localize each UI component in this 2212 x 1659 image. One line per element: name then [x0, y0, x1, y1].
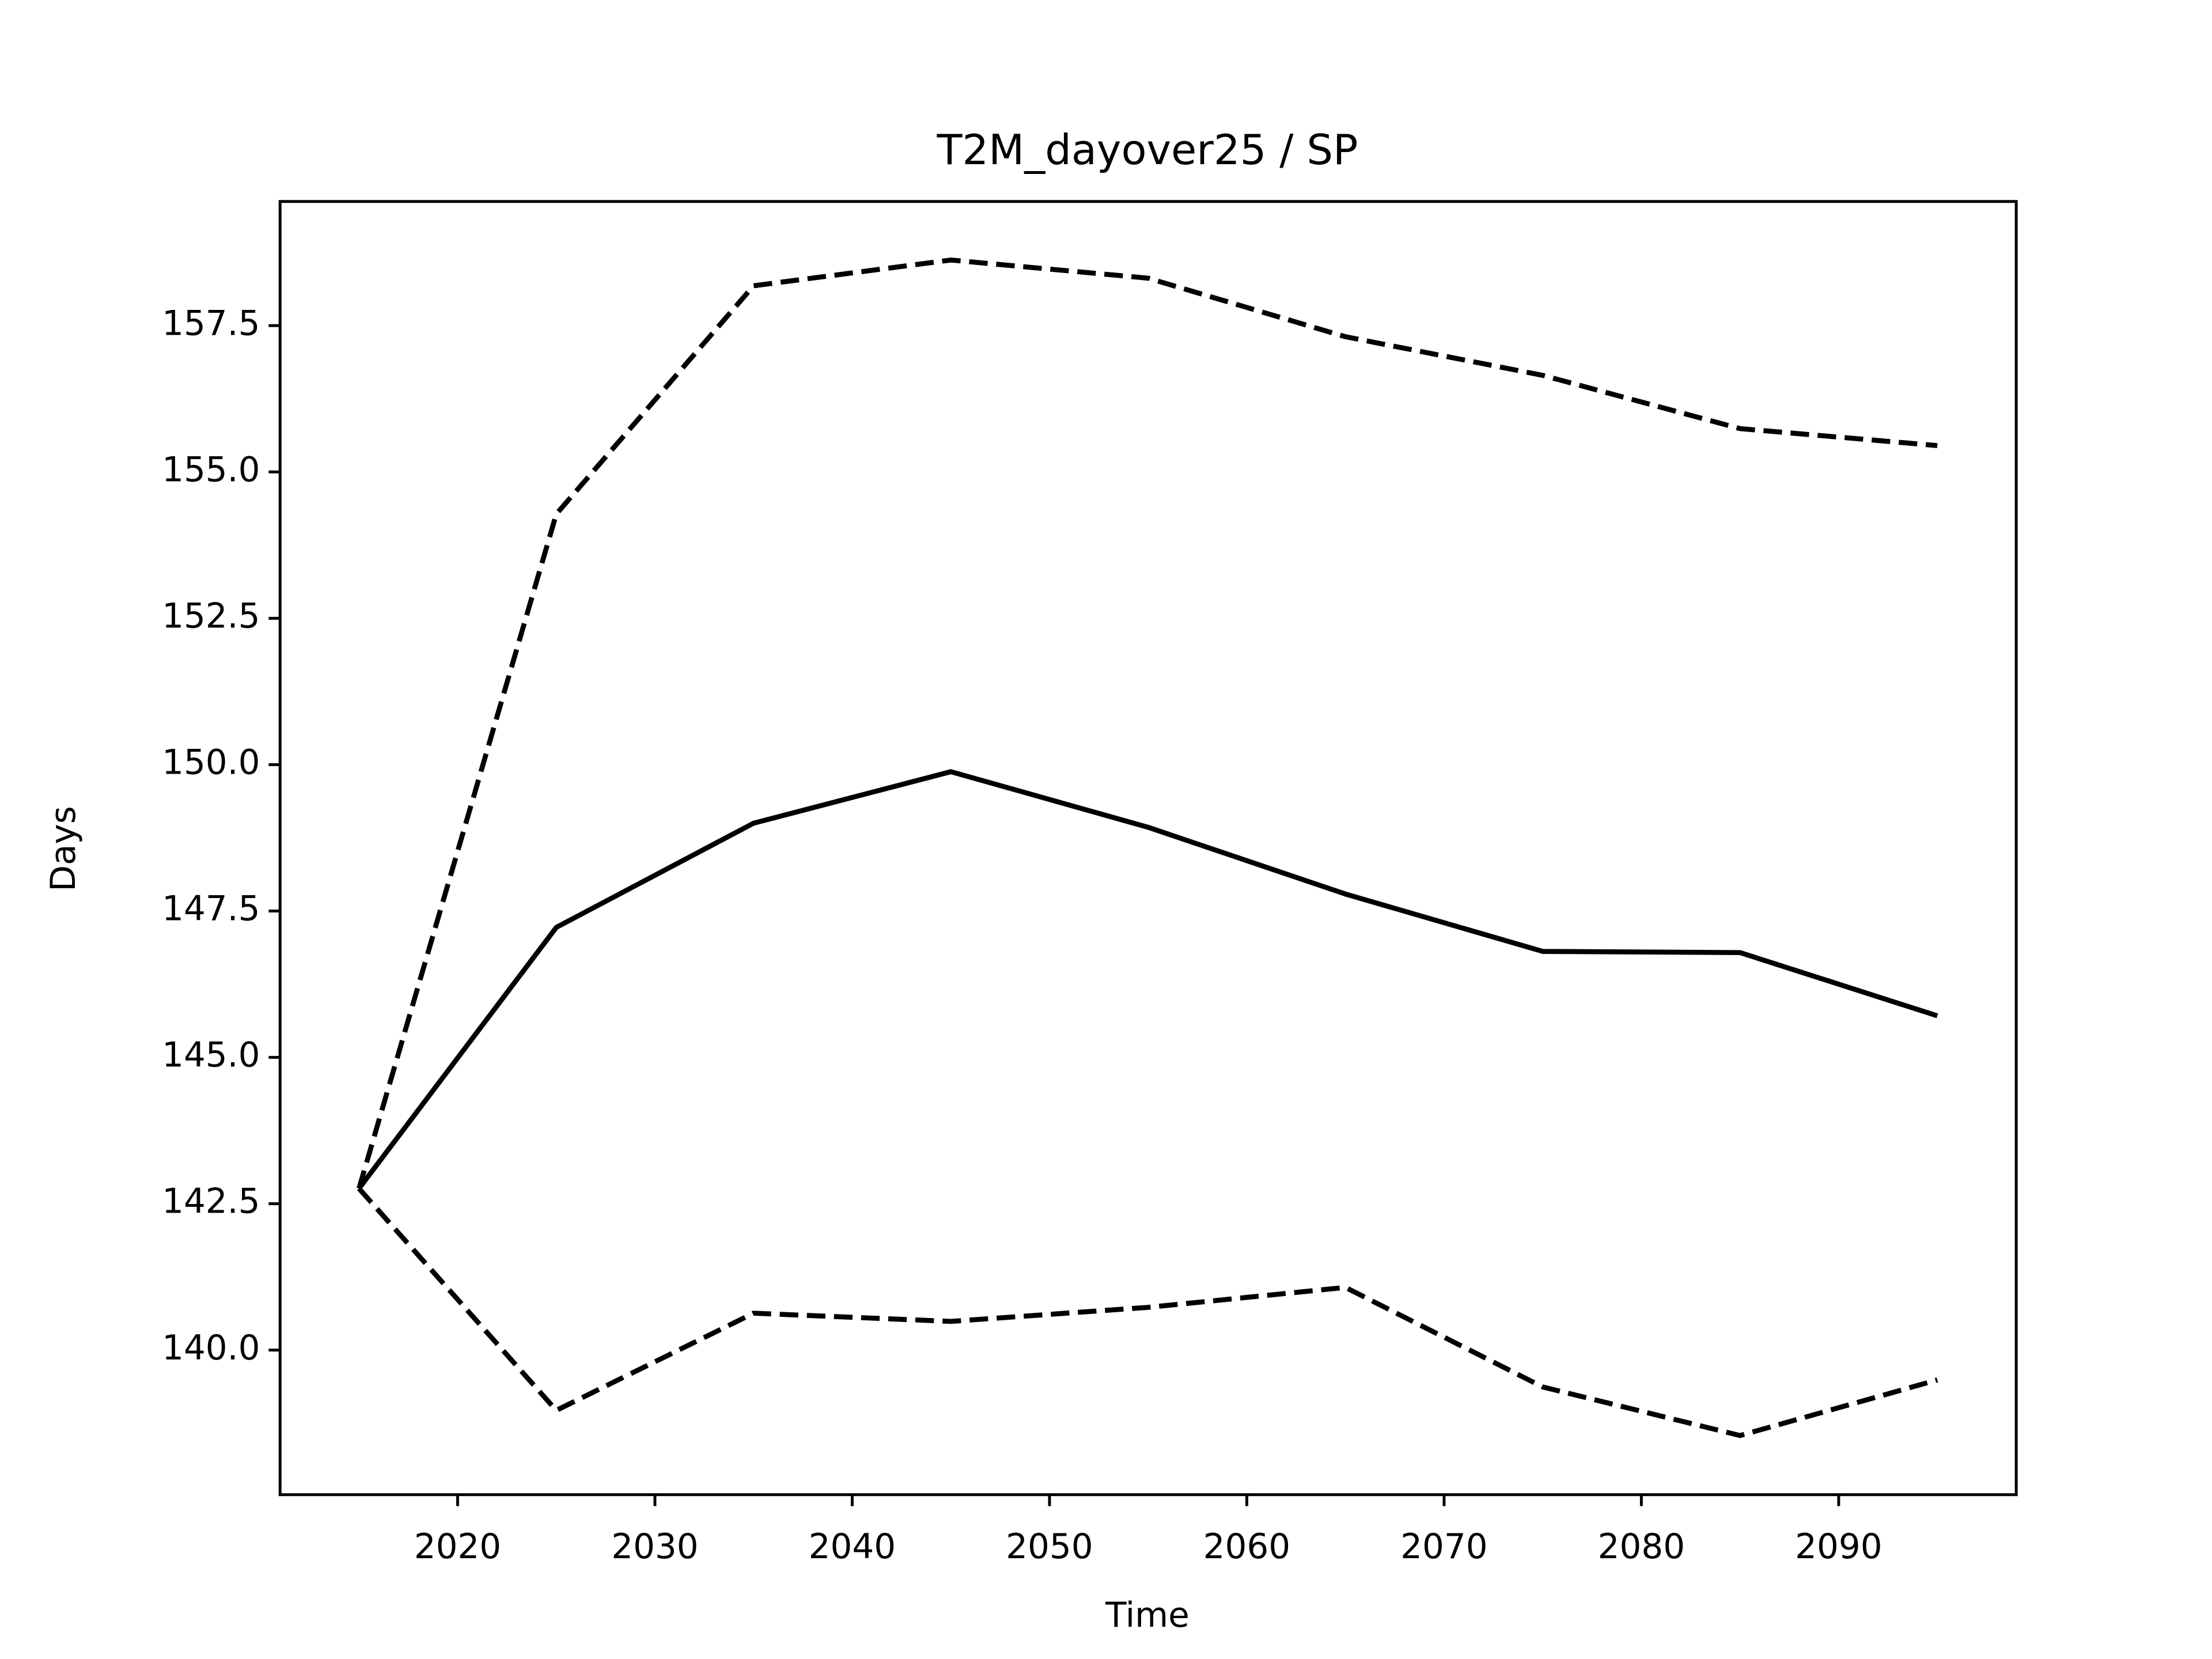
x-tick-label: 2030	[611, 1527, 698, 1567]
x-tick-label: 2020	[414, 1527, 501, 1567]
x-tick-label: 2080	[1598, 1527, 1685, 1567]
x-tick-label: 2050	[1006, 1527, 1093, 1567]
y-tick-label: 145.0	[162, 1036, 260, 1075]
x-tick-label: 2070	[1400, 1527, 1487, 1567]
x-axis-label: Time	[1105, 1596, 1190, 1635]
y-tick-label: 152.5	[162, 596, 260, 636]
plot-frame	[278, 200, 2018, 1497]
y-axis-label: Days	[44, 806, 84, 892]
line-series	[357, 769, 1938, 1190]
y-tick-label: 150.0	[162, 743, 260, 783]
y-tick-label: 147.5	[162, 889, 260, 929]
line-series	[357, 1187, 1938, 1438]
line-series	[357, 257, 1938, 1190]
x-tick-label: 2090	[1795, 1527, 1882, 1567]
x-tick-label: 2060	[1203, 1527, 1290, 1567]
y-tick-label: 142.5	[162, 1182, 260, 1222]
chart-title: T2M_dayover25 / SP	[936, 126, 1358, 174]
y-tick-label: 157.5	[162, 304, 260, 343]
x-tick-label: 2040	[809, 1527, 896, 1567]
y-tick-label: 155.0	[162, 450, 260, 490]
y-tick-label: 140.0	[162, 1328, 260, 1368]
